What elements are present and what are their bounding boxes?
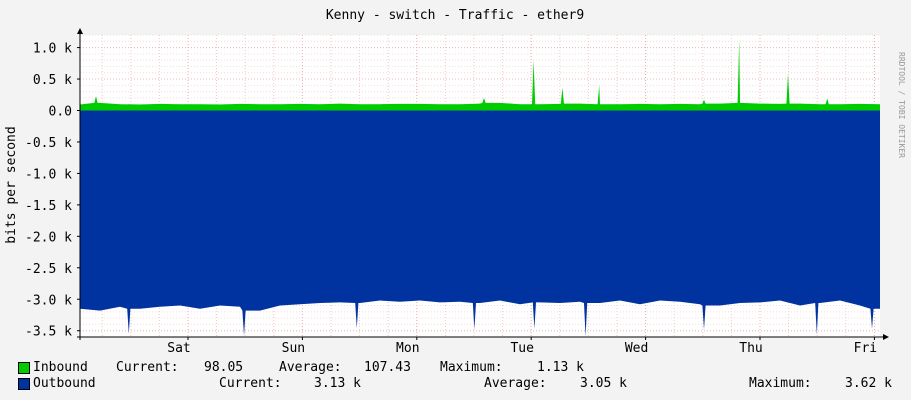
y-tick-label: 1.0 k xyxy=(33,42,72,57)
inbound-maximum-value: 1.13 k xyxy=(537,360,584,375)
outbound-legend-swatch xyxy=(18,378,30,390)
series-area-outbound xyxy=(80,110,880,337)
y-tick-label: -3.5 k xyxy=(25,325,72,340)
y-tick-label: -0.5 k xyxy=(25,136,72,151)
outbound-average-label: Average: xyxy=(484,376,547,391)
chart-title: Kenny - switch - Traffic - ether9 xyxy=(326,8,584,23)
inbound-average-label: Average: xyxy=(279,360,342,375)
outbound-maximum-value: 3.62 k xyxy=(845,376,892,391)
inbound-legend-label: Inbound xyxy=(33,360,88,375)
x-tick-label: Fri xyxy=(854,341,877,356)
x-tick-label: Thu xyxy=(739,341,762,356)
y-tick-label: 0.5 k xyxy=(33,73,72,88)
inbound-average-value: 107.43 xyxy=(364,360,411,375)
x-tick-label: Sat xyxy=(167,341,190,356)
outbound-current-value: 3.13 k xyxy=(314,376,361,391)
y-axis-label: bits per second xyxy=(4,126,19,243)
y-tick-label: -2.5 k xyxy=(25,262,72,277)
y-tick-label: -2.0 k xyxy=(25,230,72,245)
outbound-legend-label: Outbound xyxy=(33,376,96,391)
inbound-maximum-label: Maximum: xyxy=(440,360,503,375)
outbound-average-value: 3.05 k xyxy=(580,376,627,391)
x-tick-label: Tue xyxy=(510,341,534,356)
y-axis-arrow xyxy=(77,28,83,34)
x-tick-labels: Sat Sun Mon Tue Wed Thu Fri xyxy=(167,341,877,356)
y-tick-labels: 1.0 k 0.5 k 0.0 -0.5 k -1.0 k -1.5 k -2.0 k -2.… xyxy=(25,42,72,340)
inbound-current-label: Current: xyxy=(116,360,179,375)
inbound-legend-swatch xyxy=(18,362,30,374)
y-tick-label: -1.5 k xyxy=(25,199,72,214)
outbound-maximum-label: Maximum: xyxy=(749,376,812,391)
y-tick-label: -1.0 k xyxy=(25,167,72,182)
axes xyxy=(77,28,889,340)
y-tick-label: 0.0 xyxy=(49,105,72,120)
outbound-current-label: Current: xyxy=(219,376,282,391)
rrdtool-watermark: RRDTOOL / TOBI OETIKER xyxy=(897,52,906,158)
x-tick-label: Wed xyxy=(625,341,648,356)
x-axis-arrow xyxy=(883,334,889,340)
x-tick-label: Mon xyxy=(396,341,419,356)
x-tick-label: Sun xyxy=(282,341,305,356)
inbound-current-value: 98.05 xyxy=(204,360,244,375)
series-areas xyxy=(80,39,880,337)
y-tick-label: -3.0 k xyxy=(25,293,72,308)
